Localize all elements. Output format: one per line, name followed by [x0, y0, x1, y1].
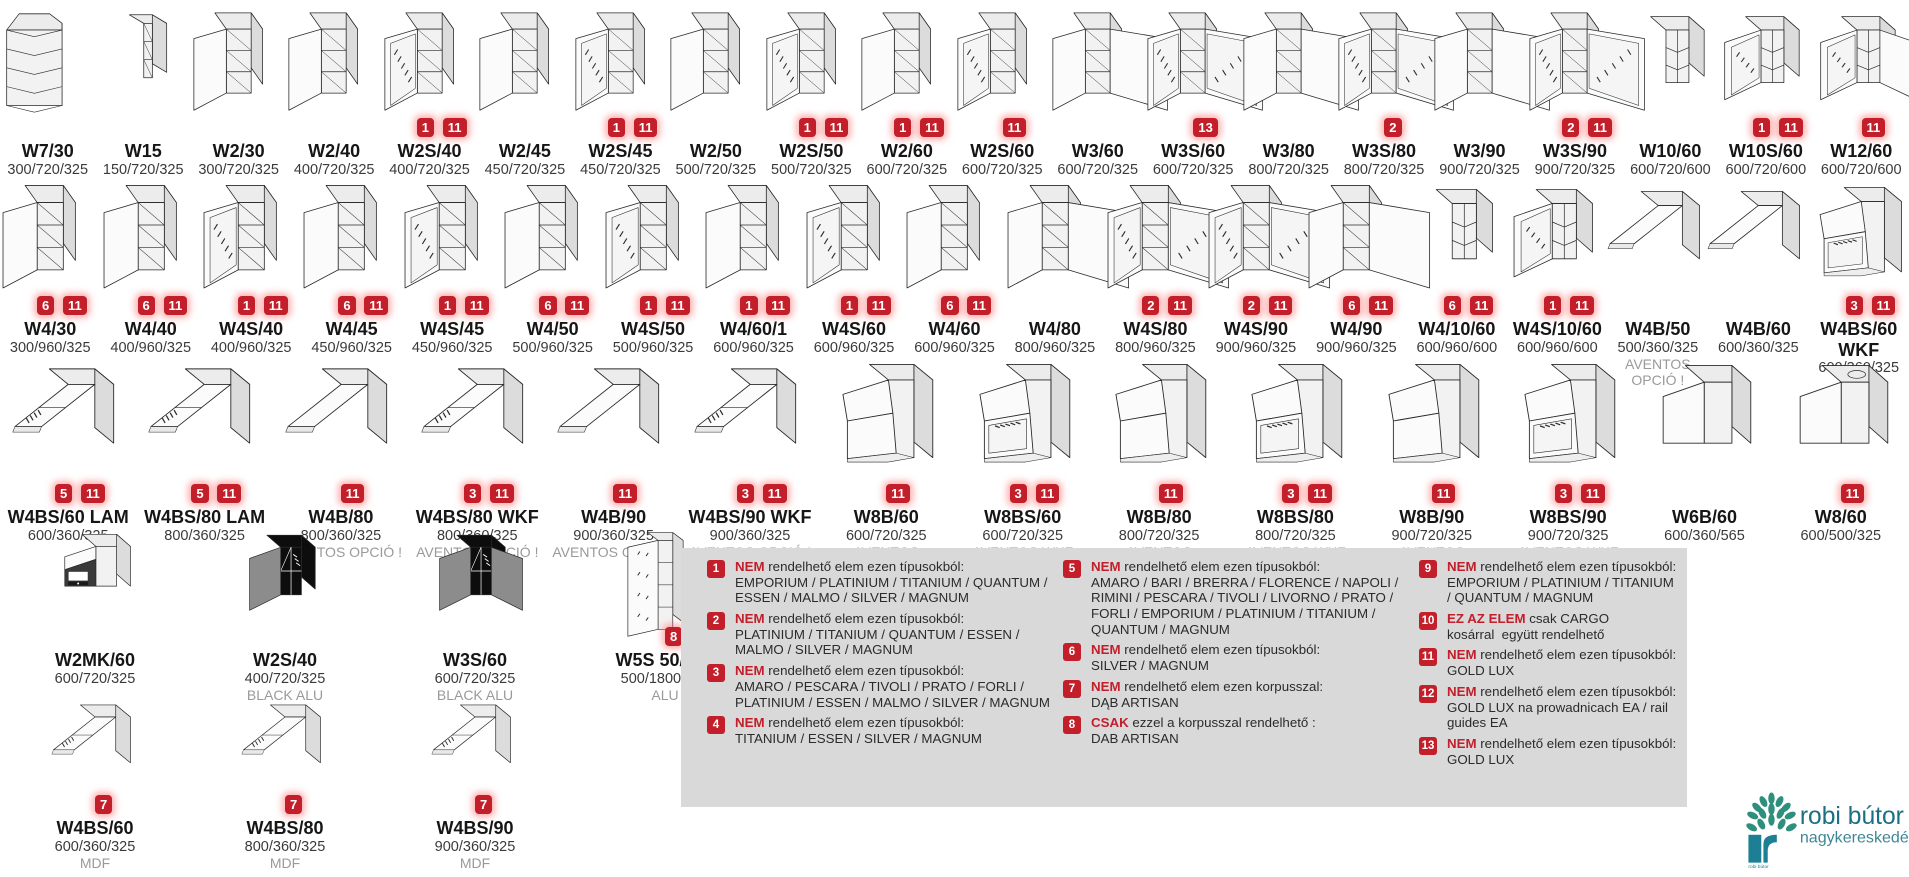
svg-text:robi bútor: robi bútor [1800, 803, 1904, 830]
svg-text:robi bútor: robi bútor [1748, 864, 1769, 870]
svg-text:nagykereskedés: nagykereskedés [1800, 828, 1909, 846]
